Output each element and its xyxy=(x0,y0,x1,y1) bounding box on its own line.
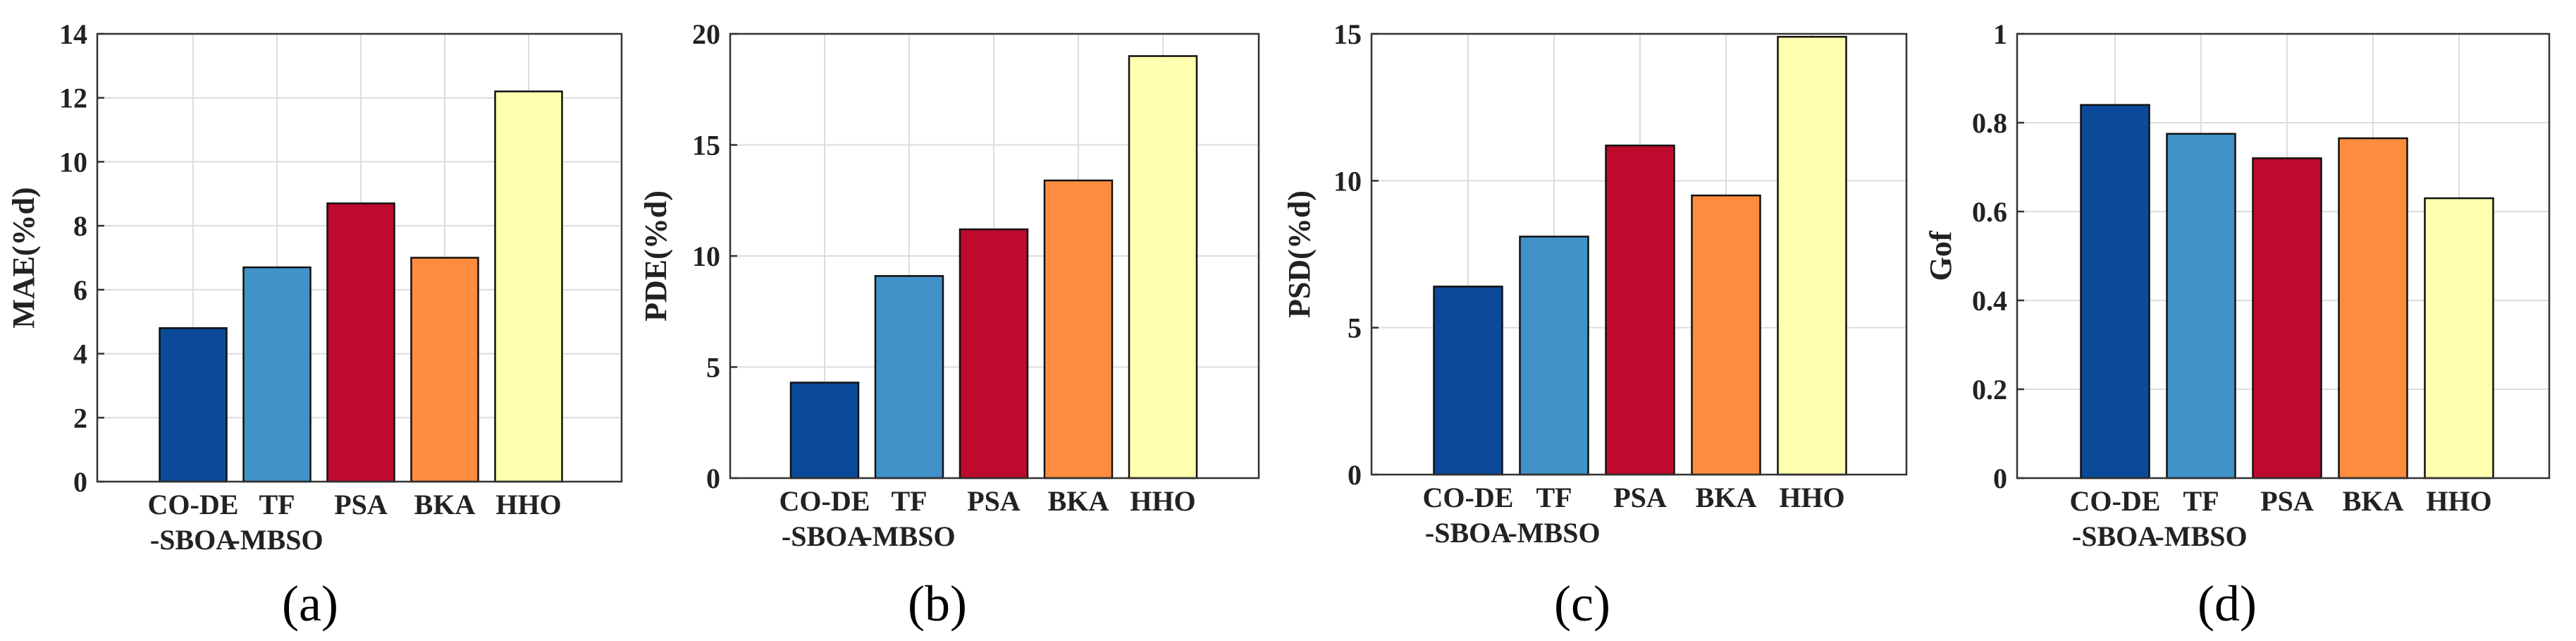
panel-label: (a) xyxy=(282,575,338,632)
bar-4 xyxy=(1043,179,1114,480)
axes-frame xyxy=(1370,32,1908,476)
bar-3 xyxy=(326,202,395,483)
x-tick-label: BKA xyxy=(2343,485,2404,517)
y-tick-label: 5 xyxy=(1348,312,1362,344)
x-tick-label: -MBSO xyxy=(1508,517,1600,549)
bar-5 xyxy=(494,90,563,483)
axes-frame xyxy=(2016,32,2551,480)
y-tick-label: 0.4 xyxy=(1972,285,2007,317)
panel-label: (b) xyxy=(908,575,967,632)
bar-2 xyxy=(2166,133,2236,480)
x-tick-label: BKA xyxy=(414,489,476,520)
bar-5 xyxy=(2424,197,2494,480)
y-tick-label: 0.6 xyxy=(1972,196,2007,228)
x-tick-label: CO-DE xyxy=(2070,485,2161,517)
y-tick-label: 0 xyxy=(73,466,87,498)
y-tick-label: 6 xyxy=(73,274,87,306)
x-tick-label: PSA xyxy=(1613,482,1667,513)
y-tick-label: 0 xyxy=(1993,463,2007,494)
y-tick-label: 1 xyxy=(1993,18,2007,50)
x-tick-label: HHO xyxy=(495,489,561,520)
chart-panel-4: 0 0.2 0.4 0.6 0.8 1 CO-DE-SBOA TF-MBSO PSA BKA HHO… xyxy=(1923,18,2551,632)
y-axis-label: PDE(%d) xyxy=(639,190,673,322)
y-axis-label: PSD(%d) xyxy=(1282,190,1317,318)
x-tick-label: TF xyxy=(259,489,295,520)
axes-frame xyxy=(96,32,623,483)
x-tick-label: PSA xyxy=(2260,485,2314,517)
y-tick-label: 5 xyxy=(706,352,720,384)
y-tick-label: 0.2 xyxy=(1972,374,2007,405)
bar-4 xyxy=(1691,194,1761,476)
bar-3 xyxy=(959,228,1029,480)
panel-label: (d) xyxy=(2198,575,2257,632)
bar-1 xyxy=(2080,104,2150,480)
y-tick-label: 4 xyxy=(73,338,87,370)
bar-2 xyxy=(874,275,944,480)
x-tick-label: BKA xyxy=(1696,482,1757,513)
x-tick-label: -SBOA xyxy=(150,524,236,556)
x-tick-label: HHO xyxy=(2426,485,2491,517)
y-tick-label: 2 xyxy=(73,402,87,434)
bar-5 xyxy=(1777,35,1847,476)
y-tick-label: 0.8 xyxy=(1972,107,2007,139)
bar-4 xyxy=(2338,137,2408,480)
y-tick-label: 10 xyxy=(59,146,87,178)
x-tick-label: PSA xyxy=(334,489,388,520)
y-tick-label: 12 xyxy=(59,83,87,114)
y-tick-label: 14 xyxy=(59,18,87,50)
chart-panel-3: 0 5 10 15 CO-DE -SBOA TF -MBSO PSA BKA HHO PSD(%d) (… xyxy=(1282,18,1908,632)
y-tick-label: 15 xyxy=(1333,18,1362,50)
x-tick-label: -SBOA xyxy=(782,520,868,552)
bar-1 xyxy=(1433,286,1503,476)
x-tick-label: -SBOA xyxy=(2072,520,2158,552)
bar-2 xyxy=(1519,236,1589,476)
x-tick-label: CO-DE xyxy=(779,485,870,517)
bar-3 xyxy=(1605,145,1675,476)
bar-1 xyxy=(159,327,228,483)
y-tick-label: 10 xyxy=(1333,165,1362,197)
x-tick-label: PSA xyxy=(967,485,1021,517)
x-tick-label: -MBSO xyxy=(2155,520,2247,552)
x-tick-label: -MBSO xyxy=(863,520,955,552)
y-tick-label: 20 xyxy=(692,18,720,50)
bar-5 xyxy=(1128,55,1198,480)
y-axis-label: MAE(%d) xyxy=(6,187,41,328)
chart-panel-2: 0 5 10 15 20 CO-DE-SBOA TF-MBSO PSA BKA HHO PDE(%d… xyxy=(639,18,1260,632)
x-tick-label: TF xyxy=(1536,482,1572,513)
y-tick-label: 0 xyxy=(706,463,720,494)
y-tick-label: 0 xyxy=(1348,459,1362,491)
bar-3 xyxy=(2252,157,2322,480)
y-tick-label: 15 xyxy=(692,130,720,161)
x-tick-label: CO-DE xyxy=(148,489,239,520)
chart-panel-1: 0 2 4 6 8 10 12 14 CO-DE -SBOA TF -MBSO PSA BKA HHO MAE… xyxy=(6,18,623,632)
x-tick-label: CO-DE xyxy=(1423,482,1514,513)
x-tick-label: HHO xyxy=(1130,485,1195,517)
bar-4 xyxy=(410,257,479,483)
y-axis-label: Gof xyxy=(1923,230,1958,281)
x-tick-label: -SBOA xyxy=(1425,517,1511,549)
x-tick-label: TF xyxy=(2183,485,2219,517)
x-tick-label: BKA xyxy=(1048,485,1109,517)
y-tick-label: 8 xyxy=(73,210,87,242)
bar-1 xyxy=(789,381,860,480)
bar-2 xyxy=(242,266,312,483)
x-tick-label: -MBSO xyxy=(230,524,323,556)
x-tick-label: HHO xyxy=(1779,482,1844,513)
y-tick-label: 10 xyxy=(692,240,720,272)
panel-label: (c) xyxy=(1554,575,1610,632)
x-tick-label: TF xyxy=(891,485,927,517)
